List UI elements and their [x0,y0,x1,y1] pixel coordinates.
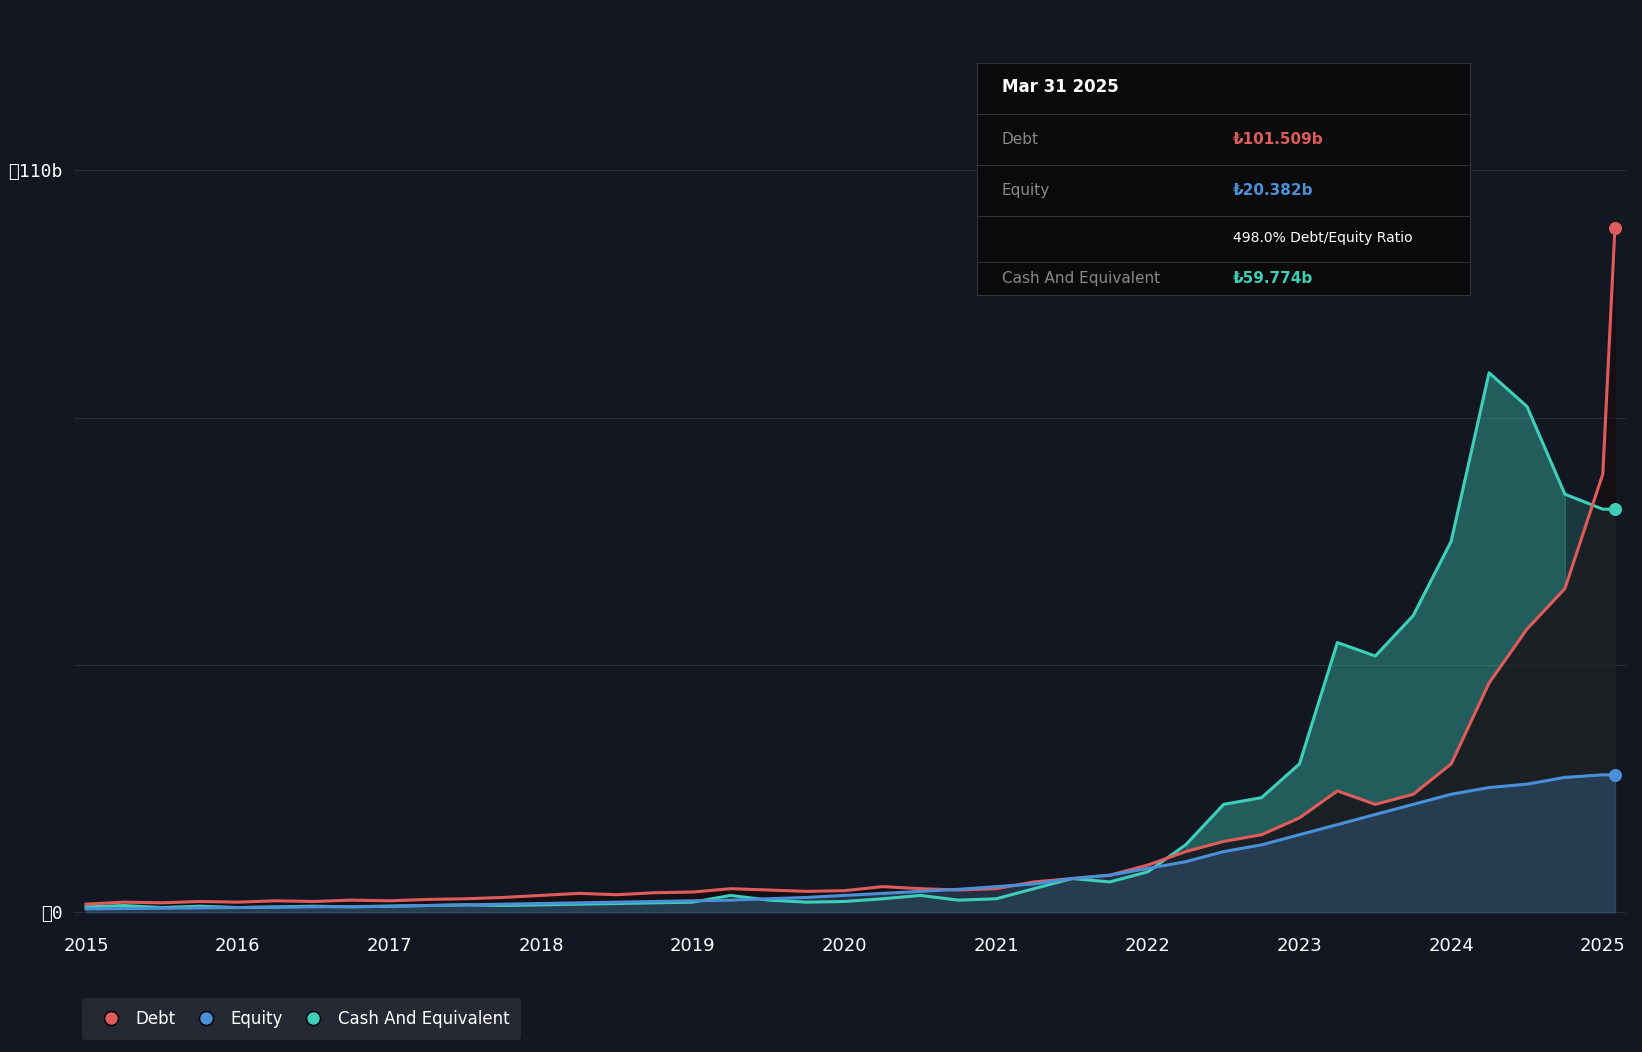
Text: Cash And Equivalent: Cash And Equivalent [1002,270,1159,286]
Point [1603,501,1629,518]
Legend: Debt, Equity, Cash And Equivalent: Debt, Equity, Cash And Equivalent [82,998,522,1039]
Point [1603,767,1629,784]
Text: Mar 31 2025: Mar 31 2025 [1002,79,1118,97]
Text: ₺20.382b: ₺20.382b [1233,183,1314,198]
Text: ₺59.774b: ₺59.774b [1233,270,1314,286]
Point [1603,219,1629,236]
Text: ₺101.509b: ₺101.509b [1233,132,1323,147]
Text: Equity: Equity [1002,183,1049,198]
Text: 498.0% Debt/Equity Ratio: 498.0% Debt/Equity Ratio [1233,230,1412,245]
Text: Debt: Debt [1002,132,1039,147]
